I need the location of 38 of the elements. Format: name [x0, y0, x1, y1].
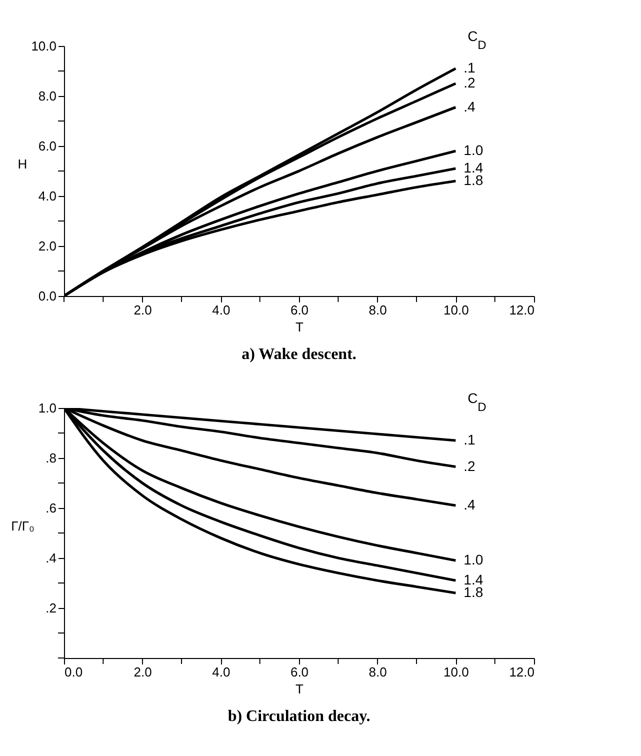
y-tick-label: 8.0 — [38, 88, 56, 104]
x-tick-label: 6.0 — [290, 664, 309, 680]
y-tick-label: 4.0 — [38, 188, 56, 204]
y-tick-label: .2 — [46, 600, 56, 616]
y-tick-label: 10.0 — [31, 38, 56, 54]
x-tick-label: 2.0 — [134, 664, 152, 680]
y-tick-label: 2.0 — [38, 238, 56, 254]
x-tick-label: 8.0 — [368, 664, 387, 680]
x-tick-label: 8.0 — [368, 302, 387, 318]
x-tick-label: 10.0 — [444, 302, 469, 318]
x-tick-label: 4.0 — [212, 302, 230, 318]
y-tick-label: 1.0 — [38, 400, 56, 416]
y-axis-title: Γ/Γ₀ — [11, 518, 34, 534]
text: b) Circulation decay. — [228, 708, 370, 725]
series-label: .1 — [464, 60, 476, 76]
x-tick-label: 4.0 — [212, 664, 230, 680]
text: a) Wake descent. — [242, 346, 356, 363]
series-label: 1.0 — [464, 142, 484, 158]
x-tick-label: 12.0 — [509, 302, 534, 318]
y-tick-label: .4 — [46, 550, 56, 566]
x-axis-title: T — [296, 320, 304, 334]
x-tick-label: 10.0 — [444, 664, 469, 680]
series-label: .4 — [464, 98, 476, 114]
x-axis-title: T — [296, 682, 304, 696]
series-label: 1.0 — [464, 552, 484, 568]
y-tick-label: 6.0 — [38, 138, 56, 154]
series-label: .4 — [464, 496, 476, 512]
y-tick-label: .8 — [46, 450, 56, 466]
series-label: .2 — [464, 74, 476, 90]
x-tick-label: 0.0 — [64, 664, 83, 680]
x-tick-label: 12.0 — [509, 664, 534, 680]
y-tick-label: .6 — [46, 500, 56, 516]
series-label: .1 — [464, 432, 476, 448]
y-tick-label: 0.0 — [38, 288, 56, 304]
y-axis-title: H — [18, 156, 28, 172]
x-tick-label: 6.0 — [290, 302, 309, 318]
series-label: .2 — [464, 458, 476, 474]
x-tick-label: 2.0 — [134, 302, 152, 318]
